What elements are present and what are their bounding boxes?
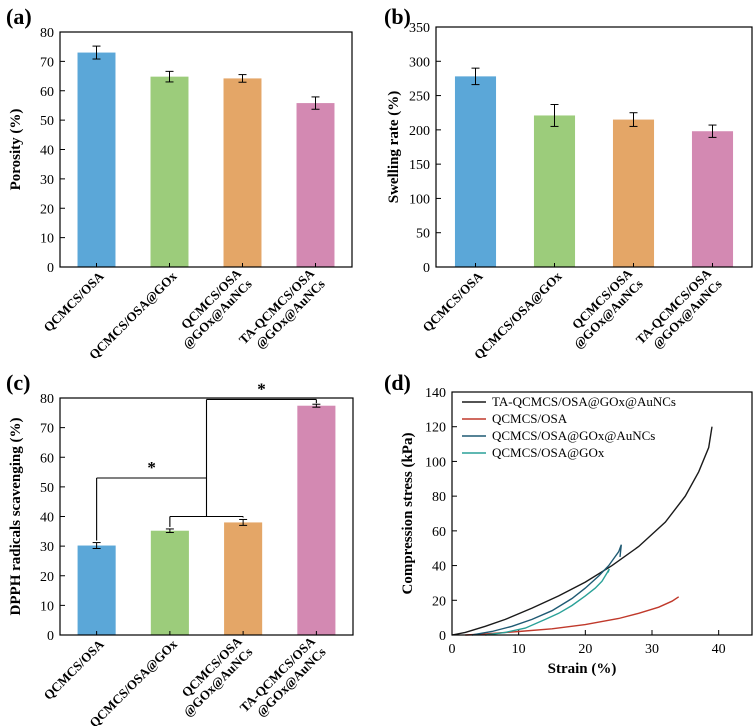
y-tick-label: 30 xyxy=(40,173,54,188)
significance-star: * xyxy=(257,379,266,398)
legend-label-2: QCMCS/OSA@GOx@AuNCs xyxy=(492,428,655,443)
bar-b-3 xyxy=(691,131,734,267)
y-tick-label: 0 xyxy=(47,629,54,644)
bar-a-0 xyxy=(77,52,116,267)
x-tick-label: 0 xyxy=(449,642,456,657)
y-tick-label: 200 xyxy=(409,124,430,139)
y-tick-label: 300 xyxy=(409,55,430,70)
bar-c-3 xyxy=(297,405,336,635)
y-tick-label: 80 xyxy=(40,26,54,41)
y-tick-label: 100 xyxy=(409,192,430,207)
y-tick-label: 250 xyxy=(409,90,430,105)
category-label-line: QCMCS/OSA xyxy=(40,268,107,335)
y-tick-label: 30 xyxy=(40,540,54,555)
series-line-0 xyxy=(451,426,713,636)
category-label-line: QCMCS/OSA xyxy=(419,268,486,335)
bar-a-3 xyxy=(296,103,335,268)
significance-star: * xyxy=(147,458,156,477)
category-label-b-3: TA-QCMCS/OSA@GOx@AuNCs xyxy=(633,265,725,357)
y-tick-label: 60 xyxy=(40,451,54,466)
x-tick-label: 10 xyxy=(512,642,526,657)
panel-label-c: (c) xyxy=(6,370,30,395)
bar-c-1 xyxy=(150,530,189,635)
series-line-2 xyxy=(471,544,622,636)
series-line-1 xyxy=(465,596,680,636)
legend-label-3: QCMCS/OSA@GOx xyxy=(492,445,605,460)
y-tick-label: 10 xyxy=(40,599,54,614)
y-axis-title-d: Compression stress (kPa) xyxy=(400,433,416,595)
bar-b-1 xyxy=(533,115,576,267)
y-axis-title-b: Swelling rate (%) xyxy=(386,91,402,203)
category-label-b-1: QCMCS/OSA@GOx xyxy=(471,268,565,362)
y-axis-title-c: DPPH radicals scavenging (%) xyxy=(8,418,24,616)
legend-label-0: TA-QCMCS/OSA@GOx@AuNCs xyxy=(492,394,676,409)
panel-c-dpph-scavenging: 0 10 20 30 40 50 60 70 80 DPPH radicals scavengin… xyxy=(6,370,354,726)
y-tick-label: 150 xyxy=(409,158,430,173)
y-tick-label: 40 xyxy=(432,560,446,575)
y-tick-label: 0 xyxy=(439,629,446,644)
y-tick-label: 0 xyxy=(47,261,54,276)
category-label-c-3: TA-QCMCS/OSA@GOx@AuNCs xyxy=(237,633,329,725)
category-label-line: QCMCS/OSA@GOx xyxy=(471,268,565,362)
y-tick-label: 10 xyxy=(40,232,54,247)
bar-b-0 xyxy=(454,76,497,267)
bar-c-0 xyxy=(77,545,116,635)
plot-frame-c xyxy=(59,397,354,636)
y-tick-label: 20 xyxy=(40,570,54,585)
y-tick-label: 100 xyxy=(425,455,446,470)
series-line-3 xyxy=(485,568,610,636)
y-tick-label: 60 xyxy=(40,85,54,100)
legend-label-1: QCMCS/OSA xyxy=(492,411,568,426)
y-tick-label: 60 xyxy=(432,525,446,540)
category-label-b-2: QCMCS/OSA@GOx@AuNCs xyxy=(560,265,646,351)
category-label-line: QCMCS/OSA xyxy=(40,636,107,703)
bar-a-2 xyxy=(223,78,262,267)
category-label-a-3: TA-QCMCS/OSA@GOx@AuNCs xyxy=(236,265,328,357)
plot-frame-b xyxy=(435,26,753,268)
plot-frame-a xyxy=(59,31,353,268)
y-tick-label: 40 xyxy=(40,144,54,159)
y-tick-label: 50 xyxy=(40,114,54,129)
x-tick-label: 30 xyxy=(645,642,659,657)
bar-b-2 xyxy=(612,119,655,267)
panel-label-b: (b) xyxy=(384,4,411,29)
panel-b-swelling-rate: 0 50 100 150 200 250 300 350 Swelling rate (%) QC… xyxy=(384,4,753,362)
panel-label-a: (a) xyxy=(6,4,32,29)
x-tick-label: 40 xyxy=(712,642,726,657)
y-tick-label: 350 xyxy=(409,21,430,36)
bar-a-1 xyxy=(150,76,189,268)
x-tick-label: 20 xyxy=(578,642,592,657)
y-tick-label: 50 xyxy=(416,227,430,242)
plot-frame-d xyxy=(451,391,753,636)
x-axis-title-d: Strain (%) xyxy=(548,661,617,677)
y-tick-label: 70 xyxy=(40,55,54,70)
category-label-b-0: QCMCS/OSA xyxy=(419,268,486,335)
y-tick-label: 50 xyxy=(40,481,54,496)
panel-label-d: (d) xyxy=(384,370,411,395)
bar-c-2 xyxy=(224,522,263,635)
y-tick-label: 120 xyxy=(425,421,446,436)
y-tick-label: 80 xyxy=(432,490,446,505)
y-tick-label: 20 xyxy=(40,202,54,217)
y-tick-label: 70 xyxy=(40,422,54,437)
y-tick-label: 20 xyxy=(432,594,446,609)
category-label-a-0: QCMCS/OSA xyxy=(40,268,107,335)
y-tick-label: 80 xyxy=(40,392,54,407)
y-axis-title-a: Porosity (%) xyxy=(8,109,24,191)
category-label-c-0: QCMCS/OSA xyxy=(40,636,107,703)
y-tick-label: 0 xyxy=(423,261,430,276)
y-tick-label: 140 xyxy=(425,386,446,401)
y-tick-label: 40 xyxy=(40,511,54,526)
